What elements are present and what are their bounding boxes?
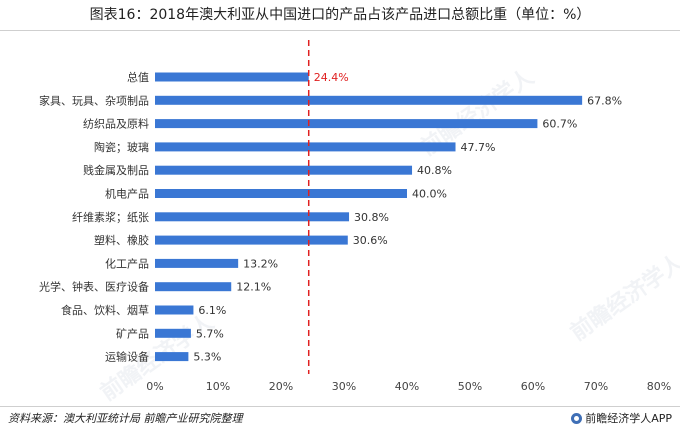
category-label: 塑料、橡胶 bbox=[94, 233, 149, 247]
bar bbox=[155, 72, 309, 82]
x-tick-label: 10% bbox=[206, 380, 230, 393]
bar bbox=[155, 352, 189, 362]
category-label: 纤维素浆；纸张 bbox=[72, 210, 149, 224]
x-tick-label: 40% bbox=[395, 380, 419, 393]
value-label: 60.7% bbox=[542, 118, 577, 131]
bar-chart: 总值 24.4% 家具、玩具、杂项制品 67.8% 纺织品及原料 60.7% 陶瓷；玻璃 47… bbox=[39, 40, 671, 393]
category-label: 家具、玩具、杂项制品 bbox=[39, 93, 149, 107]
category-label: 矿产品 bbox=[116, 326, 149, 340]
category-label: 贱金属及制品 bbox=[83, 163, 149, 177]
x-tick-label: 80% bbox=[647, 380, 671, 393]
chart-title: 图表16：2018年澳大利亚从中国进口的产品占该产品进口总额比重（单位：%） bbox=[89, 7, 591, 23]
x-tick-label: 70% bbox=[584, 380, 608, 393]
value-label: 12.1% bbox=[236, 281, 271, 294]
brand: 前瞻经济学人APP bbox=[571, 410, 672, 426]
value-label: 40.0% bbox=[412, 188, 447, 201]
x-tick-label: 50% bbox=[458, 380, 482, 393]
bar bbox=[155, 142, 456, 152]
category-label: 化工产品 bbox=[105, 256, 149, 270]
x-tick-label: 20% bbox=[269, 380, 293, 393]
bar bbox=[155, 235, 348, 245]
value-label: 30.8% bbox=[354, 211, 389, 224]
bar bbox=[155, 95, 583, 105]
category-label: 运输设备 bbox=[105, 350, 149, 364]
category-label: 食品、饮料、烟草 bbox=[61, 303, 149, 317]
category-label: 纺织品及原料 bbox=[83, 117, 149, 131]
category-label: 光学、钟表、医疗设备 bbox=[39, 280, 149, 294]
category-label: 总值 bbox=[127, 70, 149, 84]
bar bbox=[155, 282, 232, 292]
x-tick-label: 60% bbox=[521, 380, 545, 393]
value-label: 5.3% bbox=[193, 351, 221, 364]
bar bbox=[155, 328, 191, 338]
brand-label: 前瞻经济学人APP bbox=[585, 412, 672, 425]
value-label: 40.8% bbox=[417, 164, 452, 177]
value-label: 47.7% bbox=[461, 141, 496, 154]
value-label: 5.7% bbox=[196, 327, 224, 340]
x-tick-label: 0% bbox=[146, 380, 163, 393]
source-note: 资料来源：澳大利亚统计局 前瞻产业研究院整理 bbox=[8, 412, 243, 425]
brand-logo-icon bbox=[571, 412, 583, 424]
value-label: 30.6% bbox=[353, 234, 388, 247]
bar bbox=[155, 258, 239, 268]
bar bbox=[155, 212, 350, 222]
value-label: 6.1% bbox=[198, 304, 226, 317]
value-label: 13.2% bbox=[243, 257, 278, 270]
bar bbox=[155, 189, 407, 198]
x-tick-label: 30% bbox=[332, 380, 356, 393]
value-label: 24.4% bbox=[314, 71, 349, 84]
bar bbox=[155, 305, 194, 315]
bar bbox=[155, 165, 413, 175]
category-label: 机电产品 bbox=[105, 187, 149, 201]
bar bbox=[155, 119, 538, 129]
value-label: 67.8% bbox=[587, 94, 622, 107]
footer-divider bbox=[0, 406, 680, 407]
category-label: 陶瓷；玻璃 bbox=[94, 140, 149, 154]
title-divider bbox=[0, 30, 680, 31]
